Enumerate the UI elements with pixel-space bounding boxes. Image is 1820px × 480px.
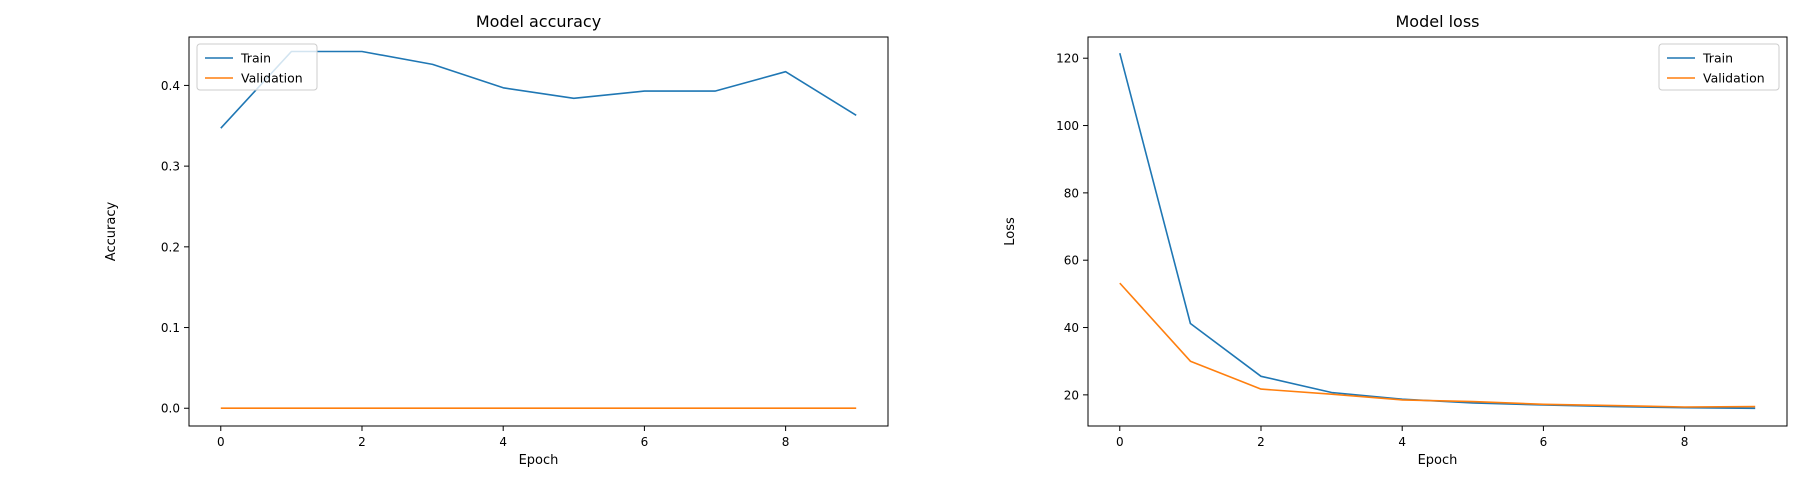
series-line	[1119, 282, 1756, 408]
axes-frame	[1087, 36, 1788, 427]
legend-label: Train	[240, 51, 271, 66]
y-axis-label: Accuracy	[104, 202, 119, 262]
loss-chart: Model loss Epoch Loss 0 2 4 6 8 20 40 60 80 100 12…	[1003, 12, 1788, 468]
x-tick-label: 6	[1540, 435, 1548, 449]
legend-label: Train	[1702, 51, 1733, 66]
plot-area	[1087, 36, 1788, 427]
legend-label: Validation	[241, 71, 303, 86]
plot-area	[188, 36, 889, 427]
y-tick-label: 0.1	[161, 321, 180, 335]
x-tick-label: 8	[1681, 435, 1689, 449]
x-tick-label: 8	[782, 435, 790, 449]
legend: Train Validation	[1658, 43, 1780, 91]
x-axis-label: Epoch	[519, 453, 559, 468]
y-tick-label: 20	[1064, 388, 1079, 402]
ticks: 0 2 4 6 8 0.0 0.1 0.2 0.3 0.4	[161, 79, 790, 449]
y-tick-label: 40	[1064, 321, 1079, 335]
legend: Train Validation	[196, 43, 318, 91]
x-tick-label: 6	[641, 435, 649, 449]
accuracy-chart: Model accuracy Epoch Accuracy 0 2 4 6 8 0.0 0.…	[104, 12, 889, 468]
y-tick-label: 0.3	[161, 160, 180, 174]
ticks: 0 2 4 6 8 20 40 60 80 100 120	[1056, 52, 1688, 449]
legend-label: Validation	[1703, 71, 1765, 86]
x-tick-label: 4	[1398, 435, 1406, 449]
axes-frame	[188, 36, 889, 427]
y-tick-label: 80	[1064, 186, 1079, 200]
y-tick-label: 0.0	[161, 402, 180, 416]
y-tick-label: 0.2	[161, 240, 180, 254]
x-tick-label: 4	[499, 435, 507, 449]
y-tick-label: 120	[1056, 52, 1079, 66]
y-axis-label: Loss	[1003, 217, 1018, 246]
series-line	[1119, 52, 1756, 410]
series-line	[220, 50, 857, 129]
x-tick-label: 2	[1257, 435, 1265, 449]
chart-title: Model loss	[1395, 12, 1479, 31]
x-tick-label: 0	[217, 435, 225, 449]
y-tick-label: 60	[1064, 254, 1079, 268]
x-tick-label: 2	[358, 435, 366, 449]
y-tick-label: 0.4	[161, 79, 180, 93]
chart-title: Model accuracy	[476, 12, 601, 31]
x-axis-label: Epoch	[1418, 453, 1458, 468]
x-tick-label: 0	[1116, 435, 1124, 449]
y-tick-label: 100	[1056, 119, 1079, 133]
